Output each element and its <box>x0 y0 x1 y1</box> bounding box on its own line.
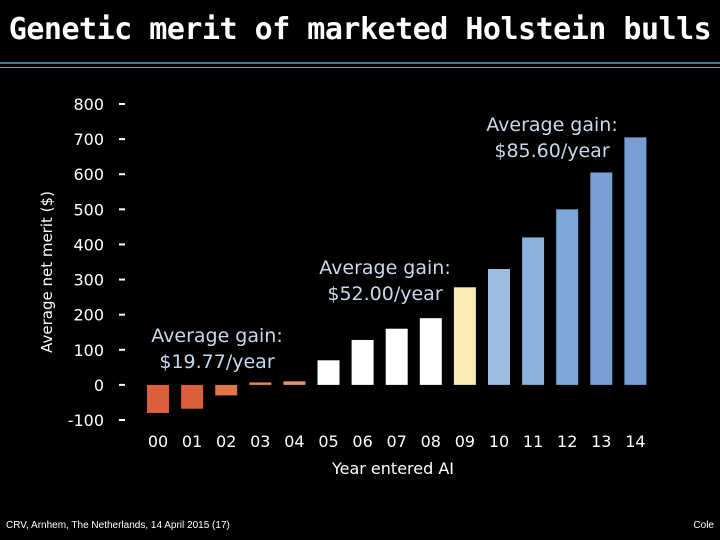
x-axis-label: Year entered AI <box>331 459 454 478</box>
y-tick-label: -100 <box>68 411 104 430</box>
bar-05 <box>317 360 340 385</box>
bar-11 <box>522 237 545 385</box>
annotation-line2: $19.77/year <box>159 351 274 373</box>
x-axis-ticks: 00 01 02 03 04 05 06 07 08 09 10 11 12 13 14 <box>148 432 646 451</box>
y-tick-label: 700 <box>73 130 104 149</box>
annotations: Average gain: $19.77/year Average gain: $52… <box>151 114 618 373</box>
annotation-line1: Average gain: <box>486 114 618 136</box>
y-tick-label: 100 <box>73 341 104 360</box>
y-tick-label: 500 <box>73 200 104 219</box>
bar-09 <box>453 287 476 385</box>
annotation-line2: $52.00/year <box>327 283 442 305</box>
x-tick-label: 14 <box>625 432 645 451</box>
bar-06 <box>351 339 374 385</box>
x-tick-label: 12 <box>557 432 577 451</box>
x-tick-label: 06 <box>352 432 372 451</box>
x-tick-label: 08 <box>421 432 441 451</box>
title-divider <box>0 62 720 64</box>
bars <box>147 137 647 413</box>
title-divider-thin <box>0 67 720 68</box>
bar-07 <box>385 328 408 385</box>
annotation-line2: $85.60/year <box>494 140 609 162</box>
footer-author: Cole <box>693 520 714 531</box>
x-tick-label: 01 <box>182 432 202 451</box>
bar-12 <box>556 209 579 385</box>
x-tick-label: 02 <box>216 432 236 451</box>
bar-08 <box>419 318 442 385</box>
footer-citation: CRV, Arnhem, The Netherlands, 14 April 2… <box>6 520 230 531</box>
x-tick-label: 04 <box>284 432 304 451</box>
x-tick-label: 10 <box>489 432 509 451</box>
x-tick-label: 09 <box>455 432 475 451</box>
y-tick-label: 400 <box>73 235 104 254</box>
y-tick-label: 600 <box>73 165 104 184</box>
y-tick-label: 300 <box>73 271 104 290</box>
x-tick-label: 03 <box>250 432 270 451</box>
x-tick-label: 07 <box>387 432 407 451</box>
slide-title: Genetic merit of marketed Holstein bulls <box>8 12 712 47</box>
bar-04 <box>283 381 306 385</box>
bar-00 <box>147 384 169 413</box>
x-tick-label: 00 <box>148 432 168 451</box>
annotation-line1: Average gain: <box>151 325 283 347</box>
y-tick-label: 800 <box>73 95 104 114</box>
bar-14 <box>624 137 647 385</box>
annotation-line1: Average gain: <box>319 257 451 279</box>
bar-02 <box>215 384 238 396</box>
x-tick-label: 11 <box>523 432 543 451</box>
y-tick-label: 0 <box>94 376 104 395</box>
y-tick-label: 200 <box>73 306 104 325</box>
bar-13 <box>590 172 613 385</box>
y-axis-label: Average net merit ($) <box>38 191 56 353</box>
bar-10 <box>488 269 510 385</box>
x-tick-label: 13 <box>591 432 611 451</box>
x-tick-label: 05 <box>318 432 338 451</box>
bar-01 <box>181 384 204 409</box>
y-axis-ticks: -100 0 100 200 300 400 500 600 700 800 <box>68 95 125 430</box>
bar-03 <box>249 382 272 385</box>
